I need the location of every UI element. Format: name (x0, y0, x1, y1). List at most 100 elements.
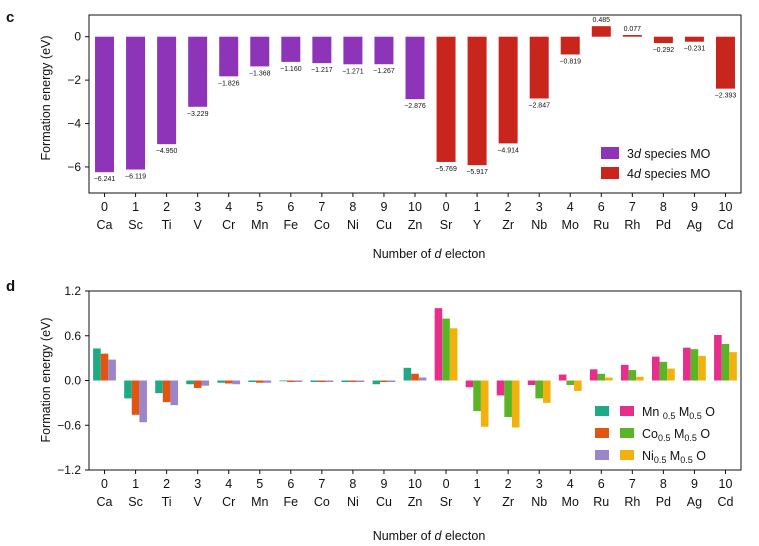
d-x-tick-delectron: 6 (287, 477, 294, 491)
c-x-tick-element: Nb (531, 218, 547, 232)
c-x-tick-element: Ag (687, 218, 702, 232)
bar-ru-series-1 (589, 369, 598, 381)
value-label-ru: 0.485 (593, 17, 611, 24)
c-y-tick-label: 0 (74, 30, 81, 44)
c-x-tick-delectron: 1 (132, 200, 139, 214)
c-x-tick-element: Pd (656, 218, 671, 232)
c-x-tick-element: Cr (222, 218, 235, 232)
panel-d-y-ticks: 1.2 0.6 0.0 −0.6 −1.2 (57, 284, 89, 477)
bar-sc (126, 36, 146, 170)
d-x-tick-delectron: 4 (567, 477, 574, 491)
value-label-ca: −6.241 (94, 176, 116, 183)
bar-ru (591, 26, 611, 37)
d-x-tick-delectron: 0 (101, 477, 108, 491)
d-y-tick-label: −0.6 (57, 418, 81, 432)
legend-label-co: Co0.5 M0.5 O (642, 427, 710, 443)
c-x-tick-delectron: 3 (194, 200, 201, 214)
d-x-tick-element: V (193, 495, 202, 509)
bar-ni (343, 36, 363, 65)
value-label-cd: −2.393 (715, 93, 737, 100)
d-y-tick-label: 1.2 (64, 284, 81, 298)
c-y-tick-label: −4 (67, 117, 81, 131)
d-x-tick-delectron: 3 (194, 477, 201, 491)
bar-mn-series-2 (255, 380, 264, 383)
c-x-tick-element: Zn (408, 218, 423, 232)
c-x-tick-delectron: 9 (691, 200, 698, 214)
d-x-tick-element: Cr (222, 495, 235, 509)
c-x-tick-delectron: 0 (443, 200, 450, 214)
bar-ag (684, 36, 704, 42)
bar-v-series-2 (193, 380, 202, 388)
bar-ti-series-3 (170, 380, 179, 406)
bar-ag-series-3 (698, 355, 706, 381)
c-x-tick-delectron: 4 (567, 200, 574, 214)
bar-cu-series-1 (372, 380, 381, 385)
bar-pd-series-2 (659, 361, 668, 381)
d-x-tick-element: Mo (562, 495, 579, 509)
d-x-tick-element: Cu (376, 495, 392, 509)
panel-label-d: d (6, 278, 15, 295)
value-label-cu: −1.267 (373, 68, 395, 75)
panel-d-bars (93, 308, 737, 428)
d-x-tick-delectron: 3 (536, 477, 543, 491)
c-x-tick-element: Rh (624, 218, 640, 232)
value-label-co: −1.217 (311, 67, 333, 74)
panel-c-x-axis-label: Number of d electon (373, 247, 486, 261)
d-x-tick-element: Cd (717, 495, 733, 509)
d-x-tick-element: Pd (656, 495, 671, 509)
c-x-tick-element: Sr (440, 218, 453, 232)
c-x-tick-delectron: 10 (408, 200, 422, 214)
bar-ag-series-1 (683, 347, 691, 381)
value-label-sc: −6.119 (125, 174, 146, 181)
bar-ti-series-1 (155, 380, 163, 394)
bar-sc-series-2 (131, 380, 140, 415)
bar-ca (95, 36, 115, 173)
panel-label-c: c (6, 9, 14, 26)
panel-d-x-axis-label: Number of d electon (373, 529, 486, 543)
c-x-tick-delectron: 6 (598, 200, 605, 214)
c-x-tick-element: Zr (502, 218, 514, 232)
bar-mn-series-3 (263, 380, 272, 383)
bar-ti (157, 36, 177, 145)
d-x-tick-element: Mn (251, 495, 268, 509)
c-x-tick-element: Mo (562, 218, 579, 232)
value-label-cr: −1.826 (218, 80, 240, 87)
bar-v-series-1 (186, 380, 194, 385)
d-x-tick-delectron: 2 (505, 477, 512, 491)
bar-cd (715, 36, 735, 89)
bar-fe (281, 36, 301, 62)
c-x-tick-element: Sc (128, 218, 143, 232)
c-x-tick-delectron: 2 (163, 200, 170, 214)
bar-nb-series-2 (535, 380, 543, 399)
d-x-tick-element: Fe (284, 495, 299, 509)
panel-c: c Formation energy (eV) −6.241 −6.119 −4.9… (6, 9, 742, 261)
bar-ti-series-2 (162, 380, 171, 403)
bar-pd-series-3 (667, 368, 675, 381)
d-x-tick-element: Nb (531, 495, 547, 509)
panel-d-legend: Mn 0.5 M0.5 O Co0.5 M0.5 O Ni0.5 M0.5 O (595, 405, 715, 465)
c-x-tick-element: Mn (251, 218, 268, 232)
value-label-sr: −5.769 (435, 166, 457, 173)
c-x-tick-element: Cd (717, 218, 733, 232)
bar-co-series-2 (318, 380, 326, 382)
d-x-tick-delectron: 9 (380, 477, 387, 491)
c-x-tick-element: Ti (162, 218, 172, 232)
c-x-tick-delectron: 7 (318, 200, 325, 214)
d-x-tick-delectron: 1 (474, 477, 481, 491)
bar-cd-series-2 (721, 343, 730, 381)
bar-zn-series-2 (411, 373, 419, 381)
bar-rh-series-1 (620, 364, 629, 381)
bar-rh-series-2 (628, 370, 637, 381)
d-x-tick-delectron: 0 (443, 477, 450, 491)
panel-d-y-axis-label: Formation energy (eV) (39, 317, 53, 442)
d-x-tick-element: Zn (408, 495, 423, 509)
bar-cu-series-3 (387, 380, 396, 382)
value-label-rh: 0.077 (624, 26, 642, 33)
legend-swatch-ni-3d (595, 450, 609, 460)
legend-swatch-mn-4d (620, 406, 634, 416)
value-label-pd: −0.292 (653, 47, 675, 54)
d-x-tick-delectron: 8 (349, 477, 356, 491)
bar-zn-series-3 (418, 377, 427, 381)
bar-cr-series-1 (217, 380, 225, 383)
bar-cd-series-1 (714, 335, 722, 381)
